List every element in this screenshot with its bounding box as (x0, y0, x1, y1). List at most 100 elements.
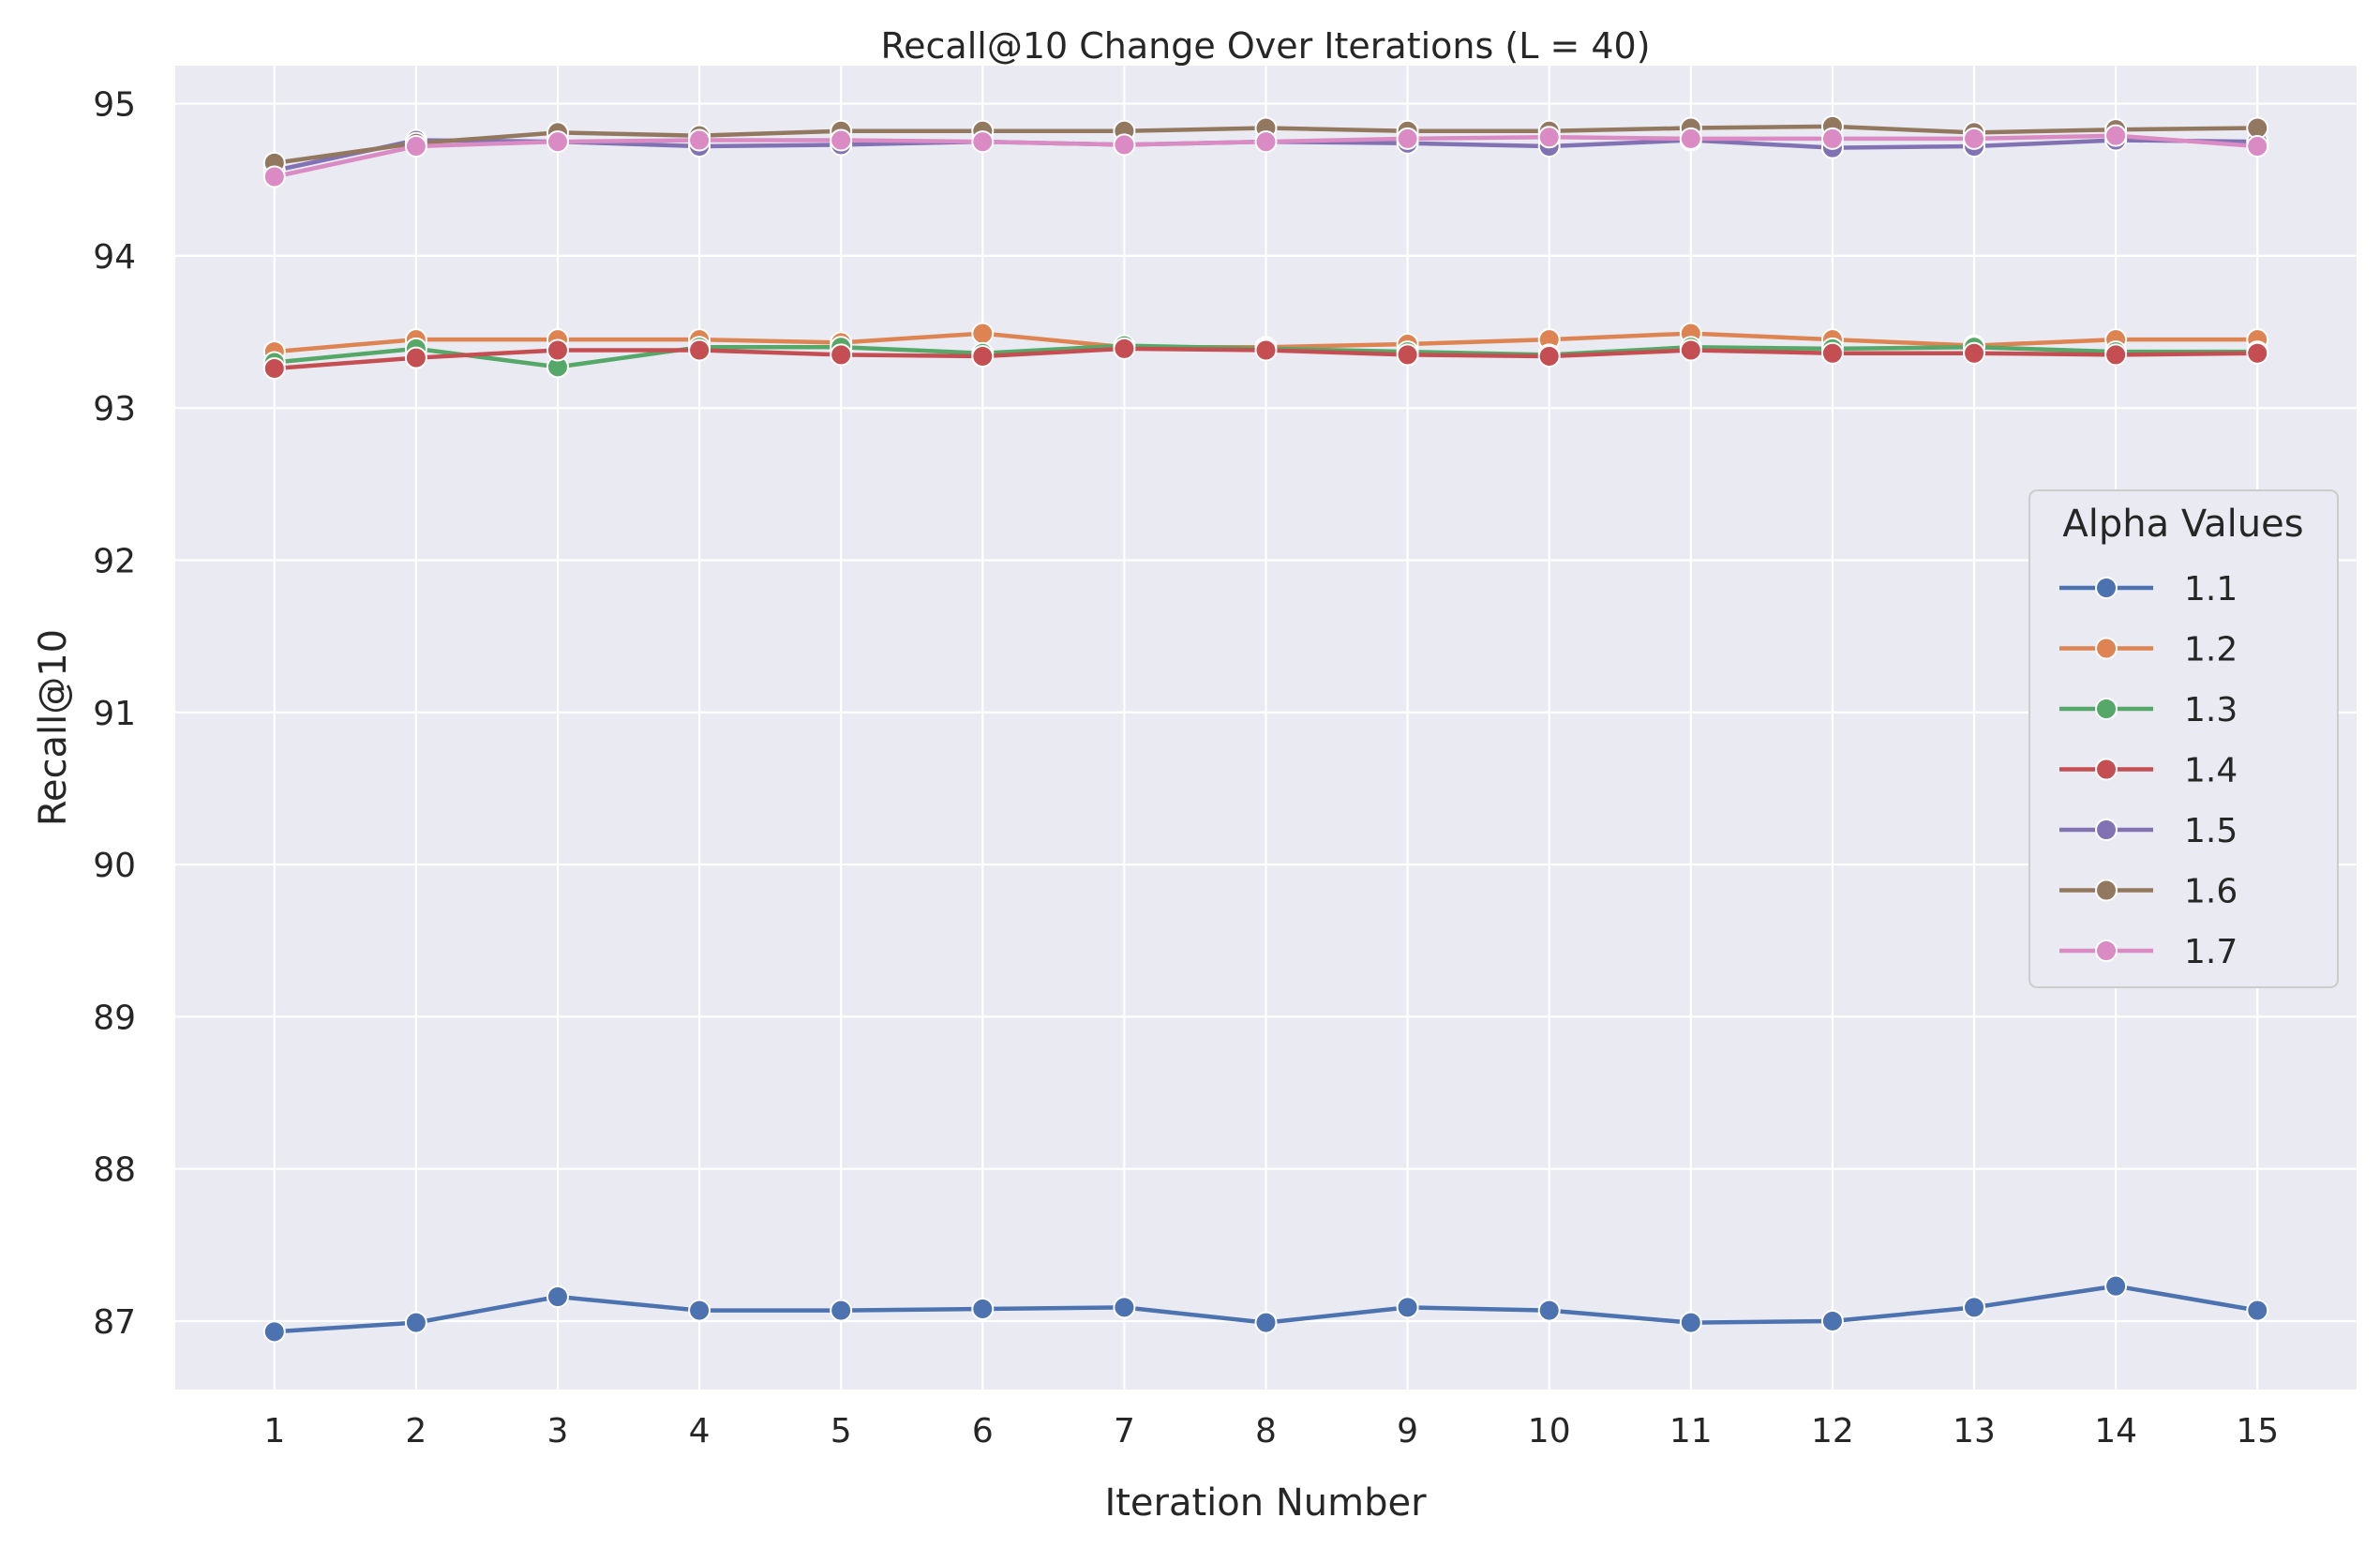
data-point (1820, 127, 1844, 150)
data-point (830, 343, 853, 367)
x-tick-label: 9 (1397, 1412, 1418, 1450)
y-tick-label: 94 (93, 238, 136, 277)
data-point (688, 128, 711, 152)
x-tick-label: 5 (831, 1412, 852, 1450)
y-tick-label: 93 (93, 390, 136, 428)
data-point (1963, 341, 1986, 365)
data-point (1537, 344, 1561, 368)
legend-marker (2095, 939, 2118, 962)
series-layer (262, 114, 2269, 1344)
data-point (1820, 341, 1844, 365)
data-point (262, 1320, 286, 1344)
data-point (546, 338, 569, 362)
legend-item: 1.7 (2059, 933, 2238, 971)
data-point (1537, 126, 1561, 149)
legend-box (2028, 489, 2339, 988)
x-tick-label: 11 (1669, 1412, 1713, 1450)
legend-item: 1.2 (2059, 631, 2238, 669)
data-point (688, 1299, 711, 1322)
y-tick-label: 90 (93, 847, 136, 885)
x-tick-label: 7 (1114, 1412, 1135, 1450)
legend-label: 1.3 (2184, 691, 2238, 729)
legend-marker (2095, 758, 2118, 781)
data-point (1254, 338, 1278, 362)
y-axis-ticks: 87 88 89 90 91 92 93 94 95 (93, 86, 136, 1342)
data-point (688, 338, 711, 362)
legend-item: 1.4 (2059, 752, 2238, 790)
data-point (404, 346, 427, 369)
chart-title: Recall@10 Change Over Iterations (L = 40… (880, 25, 1650, 67)
legend-marker (2095, 819, 2118, 841)
y-tick-label: 89 (93, 999, 136, 1037)
data-point (1254, 130, 1278, 154)
series-1.4 (262, 337, 2269, 380)
legend-label: 1.6 (2184, 873, 2238, 911)
y-axis-label: Recall@10 (32, 629, 75, 826)
x-tick-label: 4 (689, 1412, 711, 1450)
series-1.1 (262, 1274, 2269, 1344)
legend-items: 1.1 1.2 1.3 1.4 1.5 1.6 1.7 (2059, 570, 2238, 971)
legend-marker (2095, 637, 2118, 660)
data-point (404, 135, 427, 158)
x-tick-label: 6 (972, 1412, 994, 1450)
data-point (1396, 127, 1419, 150)
legend-label: 1.2 (2184, 631, 2238, 669)
y-tick-label: 92 (93, 542, 136, 580)
data-point (830, 1299, 853, 1322)
x-tick-label: 14 (2094, 1412, 2137, 1450)
x-tick-label: 8 (1255, 1412, 1277, 1450)
data-point (971, 1297, 995, 1320)
data-point (404, 1311, 427, 1334)
y-tick-label: 88 (93, 1151, 136, 1190)
y-tick-label: 87 (93, 1303, 136, 1342)
data-point (1679, 1311, 1702, 1334)
data-point (1396, 343, 1419, 367)
legend-item: 1.3 (2059, 691, 2238, 729)
x-tick-label: 3 (547, 1412, 569, 1450)
data-point (1679, 127, 1702, 150)
x-tick-label: 13 (1953, 1412, 1996, 1450)
legend: Alpha Values 1.1 1.2 1.3 1.4 1.5 1.6 1.7 (2028, 489, 2339, 988)
data-point (546, 130, 569, 154)
x-tick-label: 10 (1528, 1412, 1571, 1450)
series-1.7 (262, 124, 2269, 188)
data-point (1113, 133, 1136, 157)
legend-title: Alpha Values (2062, 503, 2303, 546)
legend-item: 1.5 (2059, 812, 2238, 850)
data-point (2246, 1299, 2269, 1322)
x-tick-label: 1 (263, 1412, 285, 1450)
data-point (971, 130, 995, 154)
data-point (971, 344, 995, 368)
legend-label: 1.5 (2184, 812, 2238, 850)
y-tick-label: 91 (93, 695, 136, 733)
data-point (1537, 1299, 1561, 1322)
data-point (2104, 1274, 2128, 1298)
data-point (1679, 338, 1702, 362)
data-point (1396, 1296, 1419, 1319)
legend-marker (2095, 879, 2118, 902)
x-axis-ticks: 1 2 3 4 5 6 7 8 9 10 11 12 13 14 15 (263, 1412, 2279, 1450)
data-point (2246, 341, 2269, 365)
legend-marker (2095, 577, 2118, 599)
data-point (1113, 1296, 1136, 1319)
x-tick-label: 2 (405, 1412, 427, 1450)
data-point (1820, 1309, 1844, 1332)
data-point (2246, 135, 2269, 158)
data-point (546, 1285, 569, 1308)
x-tick-label: 12 (1811, 1412, 1854, 1450)
data-point (971, 322, 995, 345)
data-point (2104, 124, 2128, 147)
data-point (1113, 337, 1136, 360)
y-tick-label: 95 (93, 86, 136, 125)
legend-label: 1.7 (2184, 933, 2238, 971)
legend-label: 1.4 (2184, 752, 2238, 790)
x-tick-label: 15 (2236, 1412, 2279, 1450)
data-point (262, 356, 286, 380)
legend-marker (2095, 698, 2118, 720)
data-point (1963, 1296, 1986, 1319)
data-point (1963, 127, 1986, 150)
data-point (1254, 1311, 1278, 1334)
data-point (2104, 343, 2128, 367)
legend-label: 1.1 (2184, 570, 2238, 609)
